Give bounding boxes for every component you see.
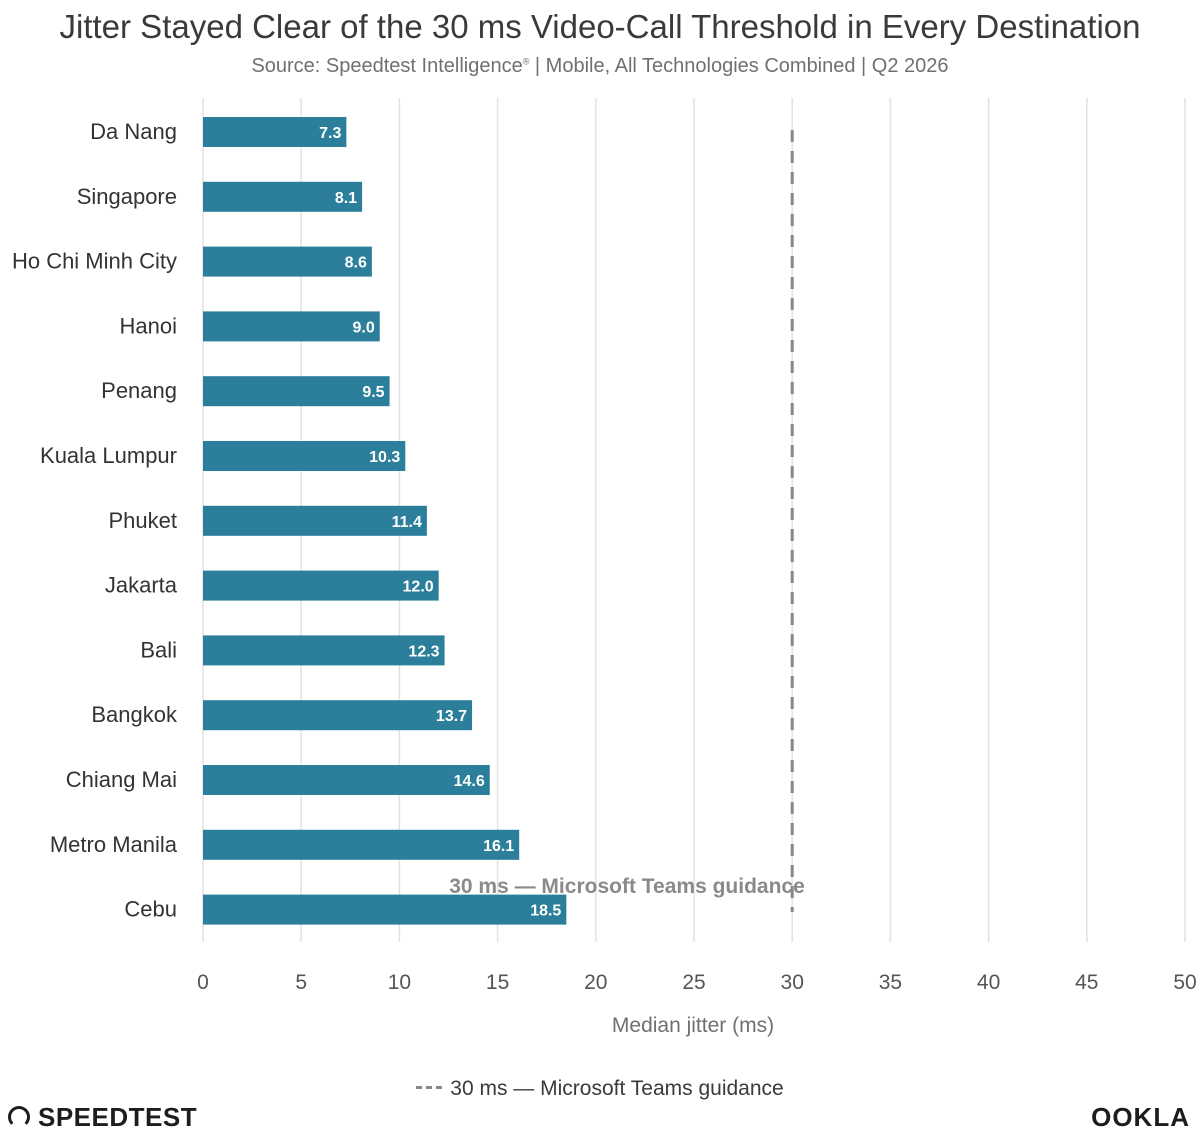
x-tick-label: 30 <box>781 971 804 994</box>
speedtest-wordmark: SPEEDTEST <box>38 1102 198 1132</box>
data-label: 8.1 <box>335 190 357 207</box>
bar <box>203 181 363 212</box>
chart-title: Jitter Stayed Clear of the 30 ms Video-C… <box>59 8 1141 45</box>
category-label: Da Nang <box>90 119 177 144</box>
x-tick-label: 0 <box>197 971 209 994</box>
category-label: Singapore <box>77 184 177 209</box>
data-label: 11.4 <box>392 514 422 531</box>
legend-dashed-line-swatch <box>416 1086 443 1092</box>
category-label: Kuala Lumpur <box>40 443 177 468</box>
data-label: 14.6 <box>454 773 485 790</box>
data-label: 16.1 <box>483 838 514 855</box>
category-label: Penang <box>101 378 177 403</box>
bar <box>203 117 347 147</box>
legend: 30 ms — Microsoft Teams guidance <box>0 1077 1200 1101</box>
bar <box>203 311 380 342</box>
category-label: Bali <box>140 637 177 662</box>
data-label: 9.0 <box>353 319 375 336</box>
category-label: Metro Manila <box>50 832 178 857</box>
bar <box>203 829 520 860</box>
ookla-wordmark: OOKLA <box>1091 1102 1190 1132</box>
x-tick-label: 50 <box>1173 971 1196 994</box>
reference-line-label: 30 ms — Microsoft Teams guidance <box>449 875 805 898</box>
data-label: 7.3 <box>319 125 341 142</box>
category-label: Bangkok <box>91 702 178 727</box>
data-label: 12.3 <box>408 643 439 660</box>
registered-mark: ® <box>522 56 530 67</box>
category-label: Cebu <box>124 897 177 922</box>
subtitle-source: Source: Speedtest Intelligence <box>251 55 523 77</box>
data-label: 8.6 <box>345 255 367 272</box>
bar <box>203 700 473 731</box>
category-label: Ho Chi Minh City <box>12 249 177 274</box>
data-label: 13.7 <box>436 708 467 725</box>
x-tick-label: 15 <box>486 971 509 994</box>
bar <box>203 246 372 277</box>
bar-chart: 0 5 10 15 20 25 30 35 40 45 50 Da Nang 7.3 Singapore 8… <box>12 98 1197 1037</box>
x-axis-title: Median jitter (ms) <box>612 1014 774 1037</box>
speedtest-logo: SPEEDTEST <box>8 1102 197 1133</box>
x-tick-label: 10 <box>388 971 411 994</box>
bar <box>203 505 427 536</box>
gauge-icon <box>8 1106 30 1128</box>
category-label: Hanoi <box>120 313 177 338</box>
x-tick-label: 25 <box>682 971 705 994</box>
x-tick-label: 35 <box>879 971 902 994</box>
bar <box>203 441 406 471</box>
x-tick-label: 40 <box>977 971 1000 994</box>
data-label: 9.5 <box>362 384 384 401</box>
ookla-logo: OOKLA <box>1091 1102 1190 1133</box>
x-tick-label: 20 <box>584 971 607 994</box>
data-label: 12.0 <box>403 579 434 596</box>
x-tick-label: 45 <box>1075 971 1098 994</box>
category-label: Phuket <box>109 508 178 533</box>
category-label: Jakarta <box>105 573 178 598</box>
bar <box>203 570 439 601</box>
bar <box>203 765 490 795</box>
subtitle-details: | Mobile, All Technologies Combined | Q2… <box>529 55 949 77</box>
data-label: 18.5 <box>530 903 561 920</box>
bar <box>203 635 445 666</box>
bar <box>203 894 567 925</box>
bar <box>203 376 390 407</box>
x-tick-label: 5 <box>295 971 307 994</box>
legend-label: 30 ms — Microsoft Teams guidance <box>450 1077 784 1100</box>
data-label: 10.3 <box>369 449 400 466</box>
category-label: Chiang Mai <box>66 767 177 792</box>
chart-subtitle: Source: Speedtest Intelligence® | Mobile… <box>0 55 1200 78</box>
